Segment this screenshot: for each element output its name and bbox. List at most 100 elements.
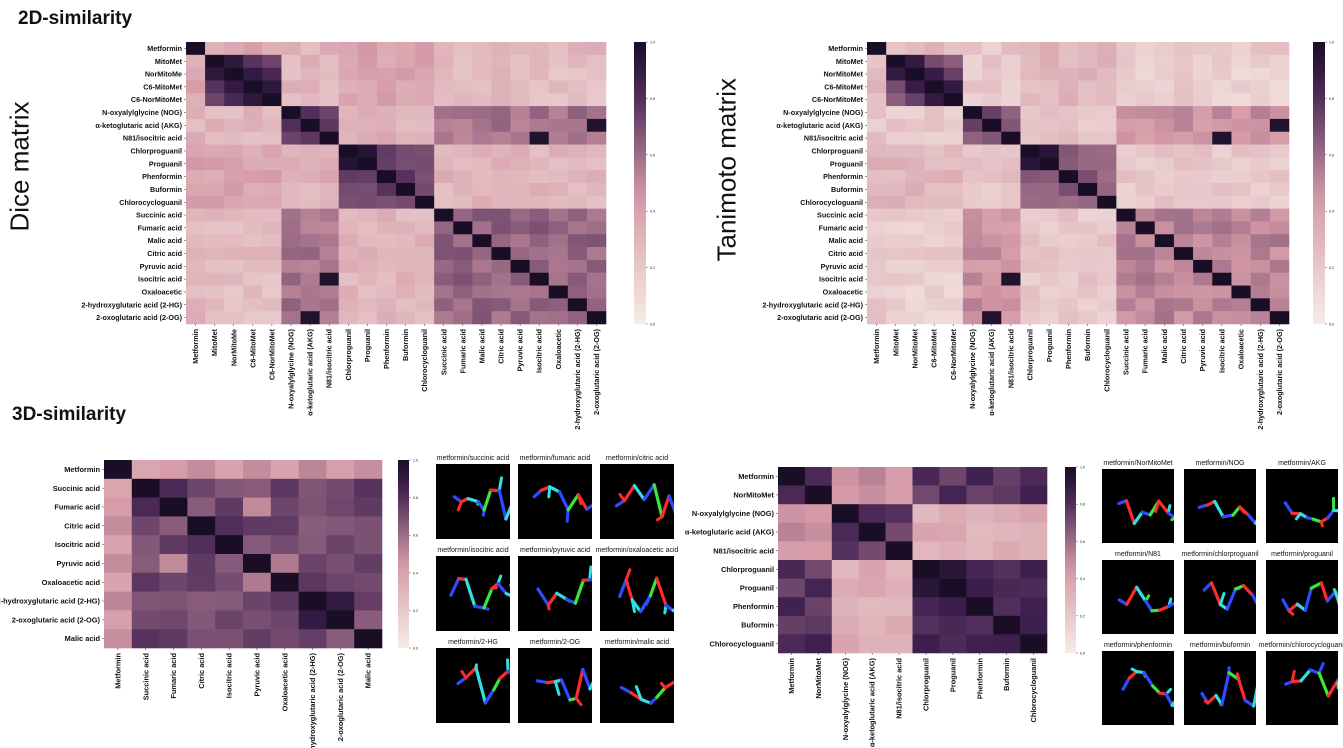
heatmap-cell	[1039, 221, 1060, 235]
heatmap-cell	[1250, 54, 1271, 68]
heatmap-cell	[1212, 118, 1232, 133]
heatmap-cell	[396, 118, 416, 133]
heatmap-cell	[886, 311, 906, 325]
col-label: Pyruvic acid	[252, 653, 261, 697]
heatmap-cell	[982, 311, 1002, 325]
heatmap-cell	[1020, 54, 1040, 68]
bond	[1281, 598, 1291, 613]
heatmap-cell	[886, 247, 906, 261]
heatmap-cell	[1212, 170, 1232, 184]
heatmap-cell	[453, 259, 473, 274]
heatmap-cell	[281, 234, 301, 248]
heatmap-cell	[1039, 311, 1060, 325]
row-label: Oxaloacetic acid	[42, 578, 101, 587]
col-label: Malic acid	[477, 329, 486, 363]
heatmap-cell	[434, 118, 454, 133]
heatmap-cell	[905, 311, 925, 325]
colorbar-tick: 0.8	[1329, 97, 1334, 101]
heatmap-cell	[1058, 67, 1079, 81]
heatmap-cell	[270, 497, 299, 517]
heatmap-cell	[354, 610, 383, 630]
colorbar-tick: 0.4	[650, 210, 655, 214]
row-label: Citric acid	[64, 521, 100, 530]
heatmap-cell	[912, 634, 940, 654]
heatmap-cell	[326, 516, 355, 536]
heatmap-cell	[982, 93, 1002, 107]
heatmap-cell	[434, 131, 454, 145]
heatmap-cell	[243, 67, 263, 81]
heatmap-cell	[993, 634, 1021, 654]
colorbar-tick: 0.6	[650, 153, 655, 157]
col-label: Metformin	[191, 329, 200, 364]
heatmap-cell	[298, 610, 327, 630]
heatmap-cell	[319, 42, 340, 56]
heatmap-cell	[187, 591, 216, 611]
heatmap-cell	[905, 144, 925, 158]
heatmap-cell	[1154, 144, 1175, 158]
heatmap-cell	[1058, 195, 1079, 209]
row-label: Chlorproguanil	[130, 146, 182, 155]
heatmap-cell	[1269, 298, 1290, 312]
bond	[553, 680, 561, 696]
heatmap-cell	[376, 285, 397, 299]
heatmap-cell	[886, 298, 906, 312]
heatmap-cell	[491, 285, 511, 299]
bond	[573, 578, 586, 605]
heatmap-cell	[472, 259, 492, 274]
heatmap-cell	[472, 67, 492, 81]
heatmap-cell	[1097, 67, 1117, 81]
bond	[466, 496, 480, 504]
col-label: Metformin	[787, 658, 796, 694]
section-title-3d: 3D-similarity	[12, 404, 127, 425]
heatmap-cell	[529, 298, 550, 312]
heatmap-cell	[567, 54, 588, 68]
heatmap-cell	[338, 247, 359, 261]
bond	[1317, 671, 1330, 698]
overlay-label: metformin/pyruvic acid	[519, 547, 591, 554]
overlay-label: metformin/phenformin	[1103, 642, 1173, 649]
heatmap-cell	[586, 195, 607, 209]
heatmap-cell	[186, 208, 206, 222]
heatmap-cell	[376, 106, 397, 120]
heatmap-cell	[243, 572, 272, 592]
heatmap-cell	[962, 42, 983, 56]
heatmap-cell	[1078, 272, 1098, 286]
heatmap-cell	[962, 247, 983, 261]
bond	[1283, 501, 1294, 516]
row-label: Phenformin	[142, 172, 182, 181]
heatmap-cell	[1135, 208, 1156, 222]
heatmap-cell	[224, 311, 244, 325]
molecule-overlay-image	[518, 556, 592, 631]
molecule-overlay-image	[518, 464, 592, 539]
heatmap-cell	[905, 234, 925, 248]
heatmap-cell	[1116, 272, 1136, 286]
heatmap-cell	[586, 272, 607, 286]
heatmap-cell	[262, 221, 282, 235]
heatmap-cell	[1135, 259, 1156, 274]
heatmap-cell	[905, 298, 925, 312]
heatmap-cell	[804, 615, 833, 635]
heatmap-cell	[357, 183, 378, 197]
heatmap-cell	[1269, 144, 1290, 158]
heatmap-cell	[567, 285, 588, 299]
heatmap-cell	[943, 221, 964, 235]
heatmap-cell	[186, 170, 206, 184]
heatmap-cell	[396, 157, 416, 171]
heatmap-cell	[966, 485, 994, 505]
heatmap-cell	[472, 80, 492, 94]
heatmap-cell	[415, 170, 435, 184]
col-label: Chlorocycloguanil	[1102, 329, 1111, 392]
heatmap-cell	[357, 80, 378, 94]
heatmap-cell	[943, 106, 964, 120]
heatmap-cell	[1173, 67, 1194, 81]
heatmap-cell	[924, 311, 945, 325]
bond	[588, 565, 592, 582]
col-label: Chlorocycloguanil	[1029, 658, 1038, 722]
heatmap-cell	[224, 221, 244, 235]
heatmap-cell	[224, 195, 244, 209]
heatmap-cell	[326, 572, 355, 592]
heatmap-cell	[567, 298, 588, 312]
heatmap-cell	[885, 560, 913, 579]
heatmap-cell	[912, 541, 940, 561]
heatmap-cell	[415, 42, 435, 56]
